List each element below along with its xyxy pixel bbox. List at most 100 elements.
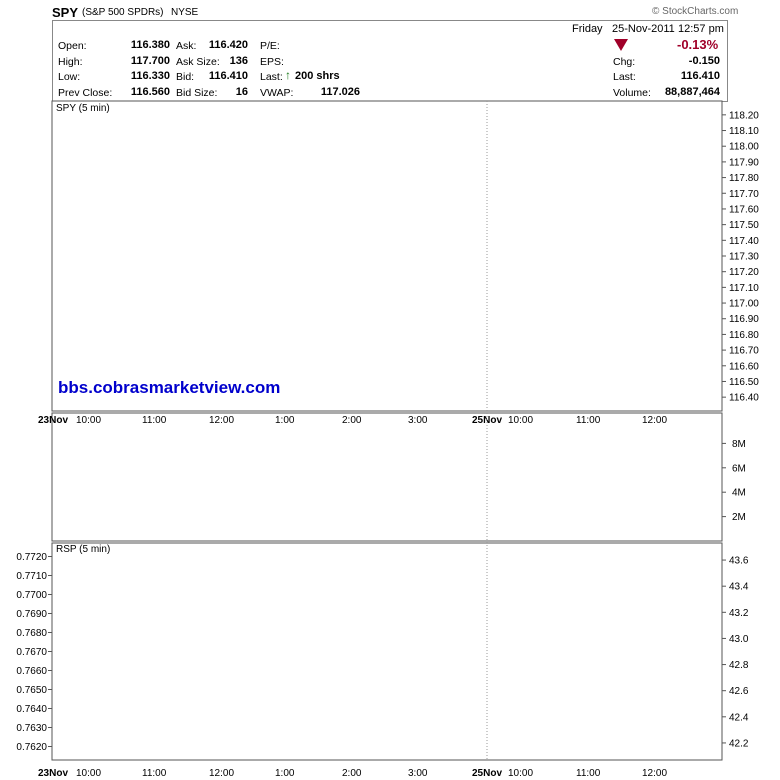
pe-label: P/E: [260,40,280,52]
ask-value: 116.420 [208,39,248,51]
low-label: Low: [58,71,81,83]
prev-close-value: 116.560 [130,86,170,98]
rsp-right-tick-label: 43.6 [729,556,749,567]
price-tick-label: 117.10 [729,283,759,294]
rsp-left-tick-label: 0.7630 [16,723,47,734]
last-trade-label: Last: [260,71,283,83]
price-tick-label: 116.90 [729,314,759,325]
bid-size-value: 16 [235,86,248,98]
x-axis-bottom-label: 10:00 [76,768,101,779]
price-tick-label: 117.50 [729,220,759,231]
company-name: (S&P 500 SPDRs) [82,7,164,18]
rsp-left-tick-label: 0.7690 [16,609,47,620]
rsp-left-tick-label: 0.7670 [16,647,47,658]
price-tick-label: 116.80 [729,330,759,341]
vwap-value: 117.026 [320,86,360,98]
open-value: 116.380 [130,39,170,51]
x-axis-bottom-label: 11:00 [142,768,167,779]
low-value: 116.330 [130,70,170,82]
open-label: Open: [58,40,87,52]
price-tick-label: 118.10 [729,126,759,137]
ask-size-label: Ask Size: [176,56,220,68]
volume-tick-label: 8M [732,439,746,450]
rsp-left-tick-label: 0.7680 [16,628,47,639]
volume-label: Volume: [613,87,651,99]
last-label: Last: [613,71,636,83]
price-tick-label: 117.80 [729,173,759,184]
price-tick-label: 117.20 [729,267,759,278]
x-axis-top-label: 12:00 [209,415,234,426]
price-panel-frame [51,100,723,412]
x-axis-top-label: 11:00 [142,415,167,426]
rsp-right-tick-label: 43.2 [729,608,749,619]
rsp-right-tick-label: 42.2 [729,738,749,749]
x-axis-top-label: 1:00 [275,415,295,426]
price-tick-label: 117.00 [729,299,759,310]
down-arrow-icon [614,39,628,51]
x-axis-top-label: 3:00 [408,415,428,426]
volume-tick-label: 4M [732,488,746,499]
quote-day: Friday [572,23,603,35]
price-tick-label: 117.30 [729,252,759,263]
rsp-right-tick-label: 43.4 [729,582,749,593]
x-axis-bottom-label: 2:00 [342,768,362,779]
rsp-panel-frame [51,542,723,761]
x-axis-bottom-label: 12:00 [642,768,667,779]
x-axis-top-label: 10:00 [508,415,533,426]
rsp-right-tick-label: 43.0 [729,634,749,645]
x-axis-top-label: 10:00 [76,415,101,426]
x-axis-bottom-label: 10:00 [508,768,533,779]
price-tick-label: 117.90 [729,157,759,168]
rsp-left-tick-label: 0.7660 [16,666,47,677]
volume-value: 88,887,464 [664,86,720,98]
brand-logo: © StockCharts.com [652,6,739,17]
x-axis-top-label: 23Nov [38,415,68,426]
chg-value: -0.150 [688,55,720,67]
ask-size-value: 136 [229,55,248,67]
x-axis-bottom-label: 3:00 [408,768,428,779]
chg-label: Chg: [613,56,636,68]
last-value: 116.410 [680,70,720,82]
rsp-left-tick-label: 0.7720 [16,552,47,563]
x-axis-bottom-label: 11:00 [576,768,601,779]
bid-label: Bid: [176,71,195,83]
rsp-left-tick-label: 0.7640 [16,704,47,715]
rsp-left-tick-label: 0.7710 [16,571,47,582]
rsp-right-tick-label: 42.4 [729,712,749,723]
price-tick-label: 117.70 [729,189,759,200]
x-axis-top-label: 2:00 [342,415,362,426]
percent-change: -0.13% [677,37,719,52]
ask-label: Ask: [176,40,197,52]
x-axis-bottom-label: 23Nov [38,768,68,779]
prev-close-label: Prev Close: [58,87,113,99]
price-tick-label: 118.00 [729,142,759,153]
bid-size-label: Bid Size: [176,87,218,99]
price-tick-label: 117.40 [729,236,759,247]
rsp-right-tick-label: 42.6 [729,686,749,697]
price-tick-label: 118.20 [729,110,759,121]
quote-time: 12:57 pm [678,23,724,35]
high-value: 117.700 [130,55,170,67]
x-axis-bottom-label: 1:00 [275,768,295,779]
price-tick-label: 116.50 [729,377,759,388]
high-label: High: [58,56,83,68]
price-tick-label: 116.40 [729,393,759,404]
x-axis-top-label: 12:00 [642,415,667,426]
eps-label: EPS: [260,56,284,68]
exchange: NYSE [171,7,199,18]
rsp-left-tick-label: 0.7700 [16,590,47,601]
x-axis-top-label: 25Nov [472,415,502,426]
price-tick-label: 116.60 [729,361,759,372]
rsp-left-tick-label: 0.7620 [16,742,47,753]
last-trade-shares: 200 shrs [295,70,340,82]
price-tick-label: 116.70 [729,346,759,357]
rsp-right-tick-label: 42.8 [729,660,749,671]
symbol: SPY [52,5,79,20]
x-axis-bottom-label: 12:00 [209,768,234,779]
up-arrow-icon: ↑ [285,68,291,82]
volume-tick-label: 6M [732,463,746,474]
quote-date: 25-Nov-2011 [612,23,675,35]
x-axis-top-label: 11:00 [576,415,601,426]
x-axis-bottom-label: 25Nov [472,768,502,779]
